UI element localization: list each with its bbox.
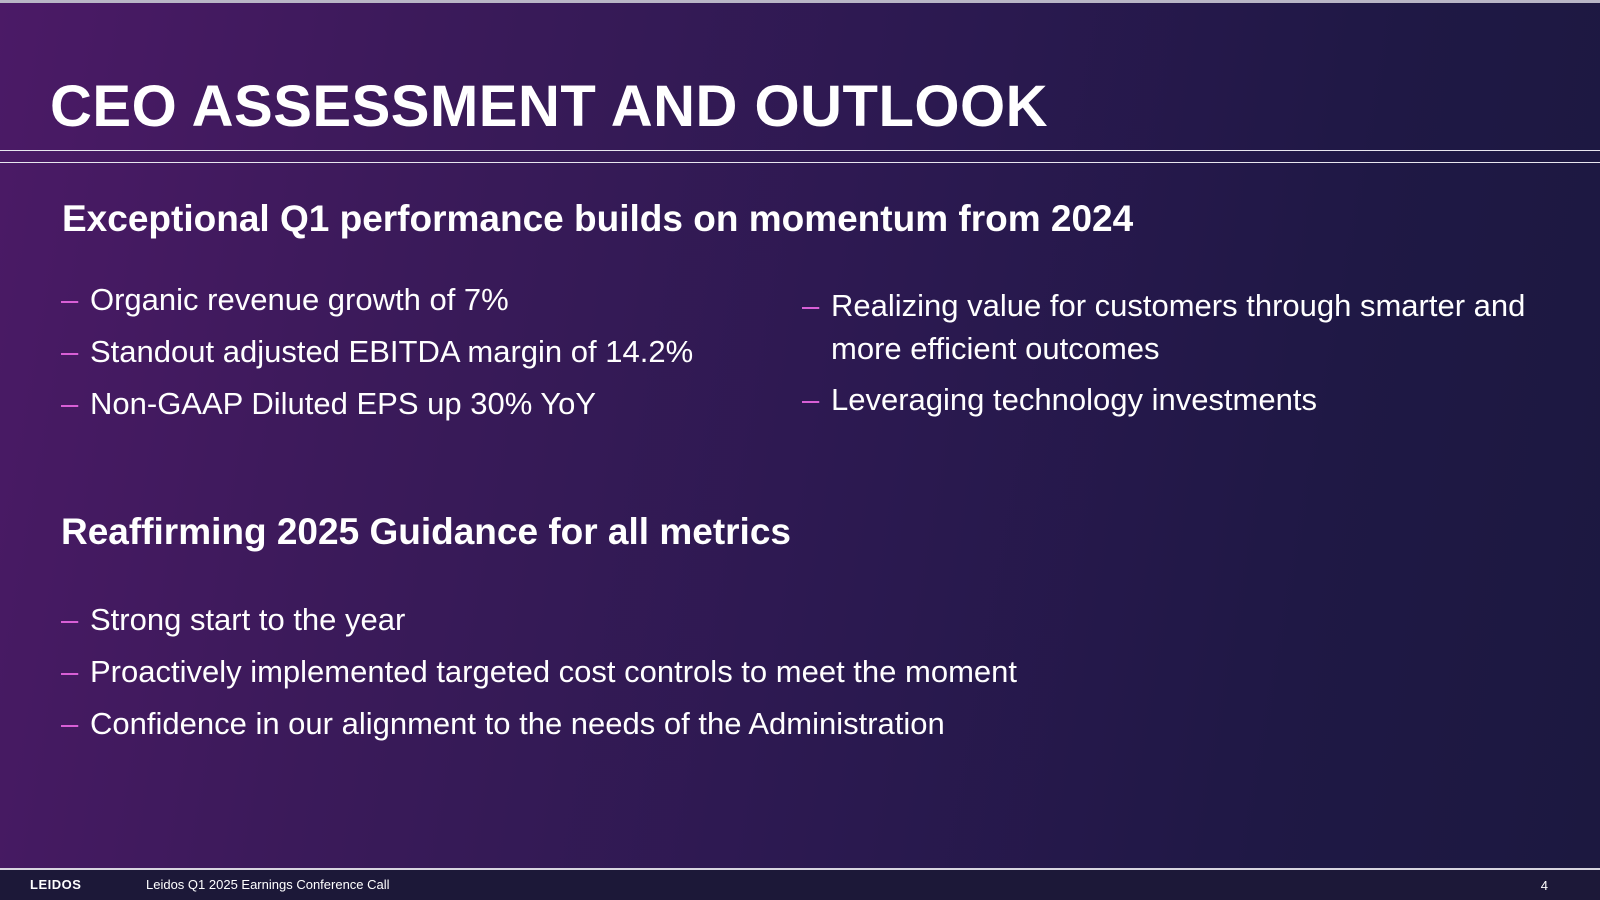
bullet-dash: – xyxy=(61,386,79,421)
bullet-text: Confidence in our alignment to the needs… xyxy=(90,706,945,741)
bullet-text: Organic revenue growth of 7% xyxy=(90,282,509,317)
bullet-dash: – xyxy=(61,706,79,741)
performance-bullets-left: – Organic revenue growth of 7% – Standout … xyxy=(61,278,781,434)
list-item: – Organic revenue growth of 7% xyxy=(61,278,781,321)
section-heading-performance: Exceptional Q1 performance builds on mom… xyxy=(62,198,1134,239)
guidance-bullets: – Strong start to the year – Proactively i… xyxy=(61,598,1361,754)
bullet-text: Standout adjusted EBITDA margin of 14.2% xyxy=(90,334,694,369)
bullet-dash: – xyxy=(61,334,79,369)
section-heading-guidance: Reaffirming 2025 Guidance for all metric… xyxy=(61,511,791,552)
bullet-dash: – xyxy=(802,382,820,417)
bullet-text: Proactively implemented targeted cost co… xyxy=(90,654,1017,689)
bullet-text: Non-GAAP Diluted EPS up 30% YoY xyxy=(90,386,597,421)
footer-divider xyxy=(0,868,1600,870)
bullet-dash: – xyxy=(61,654,79,689)
top-divider xyxy=(0,0,1600,3)
bullet-text: Leveraging technology investments xyxy=(831,382,1317,417)
bullet-dash: – xyxy=(61,602,79,637)
page-number: 4 xyxy=(1540,878,1548,893)
bullet-dash: – xyxy=(61,282,79,317)
list-item: – Confidence in our alignment to the need… xyxy=(61,702,1361,745)
footer-bar xyxy=(0,868,1600,900)
list-item: – Leveraging technology investments xyxy=(802,378,1542,421)
list-item: – Standout adjusted EBITDA margin of 14.2… xyxy=(61,330,781,373)
title-divider-lower xyxy=(0,162,1600,163)
list-item: – Proactively implemented targeted cost c… xyxy=(61,650,1361,693)
list-item: – Realizing value for customers through s… xyxy=(802,284,1542,370)
bullet-text: Realizing value for customers through sm… xyxy=(831,288,1526,366)
slide-title: CEO ASSESSMENT AND OUTLOOK xyxy=(50,74,1048,139)
list-item: – Strong start to the year xyxy=(61,598,1361,641)
bullet-text: Strong start to the year xyxy=(90,602,406,637)
bullet-dash: – xyxy=(802,288,820,323)
list-item: – Non-GAAP Diluted EPS up 30% YoY xyxy=(61,382,781,425)
brand-logo: LEIDOS xyxy=(30,877,82,892)
footer-caption: Leidos Q1 2025 Earnings Conference Call xyxy=(146,877,390,892)
title-divider-upper xyxy=(0,150,1600,151)
performance-bullets-right: – Realizing value for customers through s… xyxy=(802,284,1542,429)
